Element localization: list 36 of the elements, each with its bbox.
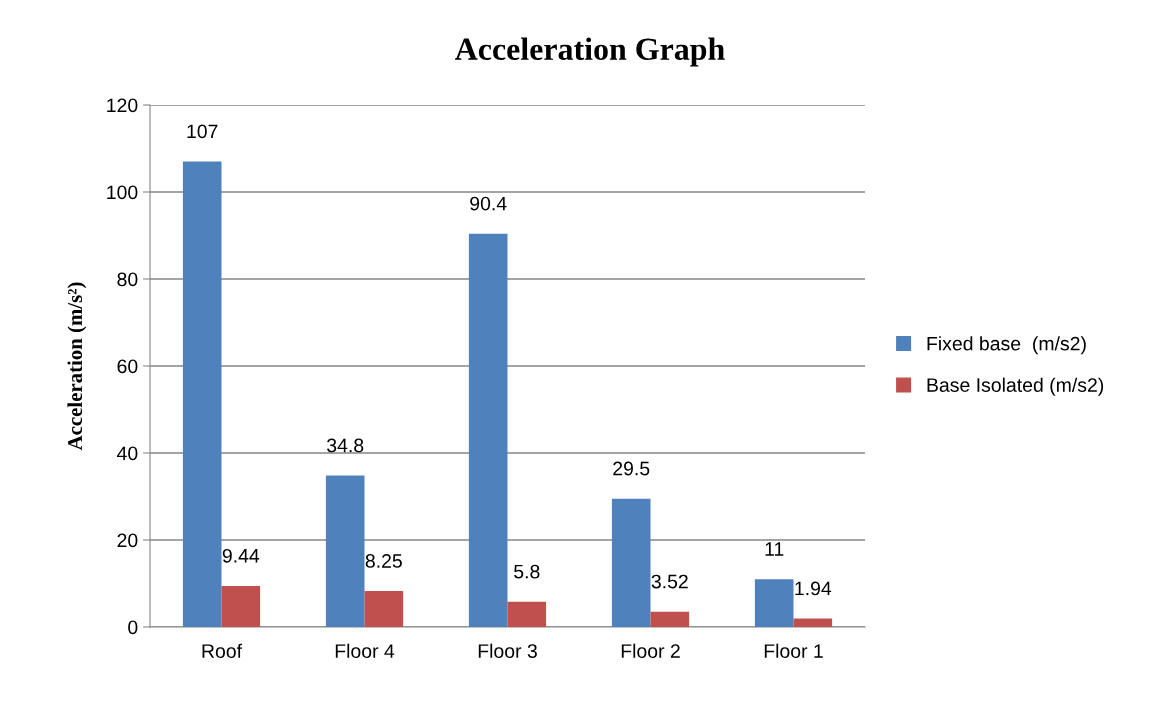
data-label: 8.25 (365, 554, 402, 568)
x-tick-label: Roof (202, 643, 243, 658)
bar (364, 591, 404, 627)
bar (611, 498, 651, 627)
y-tick-label: 20 (117, 533, 138, 548)
bar (754, 579, 794, 627)
bar (468, 233, 508, 627)
chart-title: Acceleration Graph (455, 37, 725, 67)
data-label: 3.52 (651, 574, 688, 589)
bar (507, 601, 547, 627)
data-label: 5.8 (514, 564, 540, 579)
y-tick-label: 60 (117, 359, 138, 374)
bar (793, 618, 833, 627)
legend-label: Fixed base (m/s2) (927, 336, 1086, 355)
bar (650, 611, 690, 627)
x-tick-label: Floor 4 (335, 643, 395, 658)
data-label: 34.8 (327, 438, 364, 453)
bar (325, 475, 365, 627)
y-tick-label: 80 (117, 272, 138, 287)
y-tick-label: 0 (128, 620, 138, 635)
data-label: 29.5 (613, 461, 650, 476)
data-label: 107 (187, 124, 218, 139)
y-tick-label: 100 (107, 185, 138, 200)
data-label: 90.4 (470, 196, 507, 211)
x-tick-label: Floor 2 (621, 643, 680, 658)
y-tick-label: 120 (107, 98, 138, 113)
x-tick-label: Floor 3 (478, 643, 537, 658)
data-label: 1.94 (795, 581, 832, 596)
y-tick-label: 40 (117, 446, 138, 461)
bar (182, 161, 222, 627)
y-axis-title: Acceleration (m/s²) (67, 282, 87, 451)
data-label: 11 (765, 542, 784, 556)
data-label: 9.44 (222, 548, 260, 563)
bar (221, 585, 261, 627)
x-tick-label: Floor 1 (764, 643, 823, 658)
legend-label: Base Isolated (m/s2) (927, 377, 1104, 396)
